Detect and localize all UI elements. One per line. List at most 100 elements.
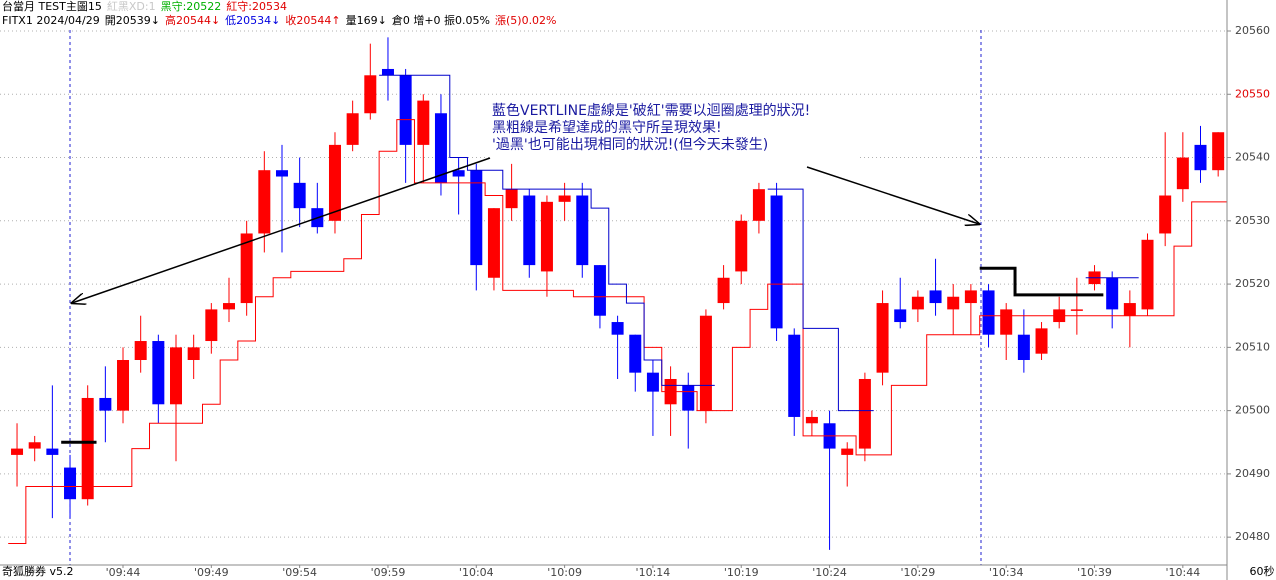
header-item: 低20534↓: [225, 14, 280, 27]
candle-body: [982, 290, 995, 335]
candle-body: [328, 144, 341, 221]
arrow: [72, 157, 491, 303]
candle-body: [1123, 303, 1136, 316]
header-item: 台當月 TEST主圖15: [2, 0, 102, 13]
candle-body: [1035, 328, 1048, 354]
candle-body: [558, 195, 571, 202]
annotation: 藍色VERTLINE虛線是'破紅'需要以迴圈處理的狀況!: [492, 102, 810, 119]
x-tick-label: '10:14: [636, 566, 671, 579]
candle-body: [452, 170, 465, 177]
header-item: 高20544↓: [165, 13, 220, 27]
candle-body: [770, 195, 783, 329]
candle-body: [717, 277, 730, 304]
y-tick-label: 20530: [1235, 214, 1270, 227]
candle-body: [947, 296, 960, 310]
candle-body: [205, 309, 218, 342]
candle-body: [523, 195, 536, 266]
candle-body: [699, 315, 712, 411]
candle-body: [576, 195, 589, 266]
x-tick-label: '09:54: [282, 566, 317, 579]
footer-right: 60秒: [1250, 564, 1275, 578]
header-line: 台當月 TEST主圖15 紅黑XD:1 黑守:20522 紅守:20534: [2, 0, 287, 13]
candle-body: [470, 170, 483, 266]
plot: [8, 37, 1227, 550]
header-item: 量169↓: [346, 14, 387, 27]
candle-body: [46, 448, 59, 455]
header-item: 黑守:20522: [161, 0, 222, 13]
candle-body: [629, 334, 642, 373]
line: [379, 74, 715, 386]
x-tick-label: '09:44: [106, 566, 141, 579]
candle-body: [134, 341, 147, 361]
y-tick-label: 20480: [1235, 530, 1270, 543]
candle-body: [646, 372, 659, 392]
candle-body: [1070, 309, 1083, 311]
y-tick-label: 20560: [1235, 24, 1270, 37]
candle-body: [99, 397, 112, 411]
candle-body: [258, 170, 271, 234]
x-tick-label: '09:59: [371, 566, 406, 579]
candle-body: [117, 360, 130, 411]
candle-body: [858, 378, 871, 449]
candle-body: [929, 290, 942, 304]
candle-body: [399, 75, 412, 145]
candle-body: [1176, 157, 1189, 190]
header-line: FITX1 2024/04/29 開20539↓ 高20544↓ 低20534↓ 收20…: [2, 13, 557, 27]
y-tick-label: 20490: [1235, 467, 1270, 480]
candle-body: [1106, 277, 1119, 310]
candle-body: [1017, 334, 1030, 361]
annotation-bg: [490, 100, 860, 158]
candle-body: [1194, 144, 1207, 171]
header-item: 紅守:20534: [226, 0, 287, 13]
x-tick-label: '10:09: [547, 566, 582, 579]
header-item: FITX1 2024/04/29: [2, 14, 100, 27]
candle-body: [735, 220, 748, 272]
candle-body: [593, 265, 606, 316]
candle-body: [64, 467, 77, 500]
candle-body: [788, 334, 801, 417]
header-item: 收20544↑: [285, 13, 340, 27]
header-item: 漲(5)0.02%: [495, 14, 557, 27]
candle-body: [293, 182, 306, 209]
candle-body: [911, 296, 924, 310]
candle-body: [417, 100, 430, 145]
candle-body: [805, 416, 818, 424]
candle-body: [364, 75, 377, 114]
x-tick-label: '10:39: [1077, 566, 1112, 579]
annotation: '過黑'也可能出現相同的狀況!(但今天未發生): [492, 137, 768, 153]
footer-left: 奇狐勝券 v5.2: [2, 564, 74, 578]
x-tick-label: '09:49: [194, 566, 229, 579]
candle-body: [11, 448, 24, 455]
candle-body: [1000, 309, 1013, 335]
candle-body: [275, 170, 288, 177]
candle-body: [434, 113, 447, 183]
candle-body: [487, 208, 500, 278]
candle-body: [964, 290, 977, 304]
x-tick-label: '10:34: [989, 566, 1024, 579]
arrow: [806, 166, 979, 224]
header-item: 開20539↓: [105, 14, 160, 27]
header: 台當月 TEST主圖15 紅黑XD:1 黑守:20522 紅守:20534FITX1 …: [2, 0, 557, 27]
candle-body: [752, 189, 765, 221]
y-tick-label: 20520: [1235, 277, 1270, 290]
line: [8, 119, 1227, 544]
header-item: 倉0 增+0 振0.05%: [392, 13, 490, 27]
candle-body: [611, 322, 624, 335]
y-tick-label: 20510: [1235, 340, 1270, 353]
candle-body: [1141, 239, 1154, 310]
header-item: 紅黑XD:1: [107, 0, 156, 13]
y-tick-label: 20540: [1235, 151, 1270, 164]
x-tick-label: '10:24: [812, 566, 847, 579]
candle-body: [152, 341, 165, 405]
line: [767, 188, 874, 412]
y-tick-label: 20500: [1235, 404, 1270, 417]
grid: 20480 20490 20500 20510 20520 20530 20540 20550…: [0, 24, 1270, 579]
candle-body: [505, 189, 518, 209]
candle-body: [841, 448, 854, 455]
candle-body: [540, 201, 553, 272]
candle-body: [894, 309, 907, 323]
line: [979, 266, 1104, 297]
x-tick-label: '10:44: [1165, 566, 1200, 579]
